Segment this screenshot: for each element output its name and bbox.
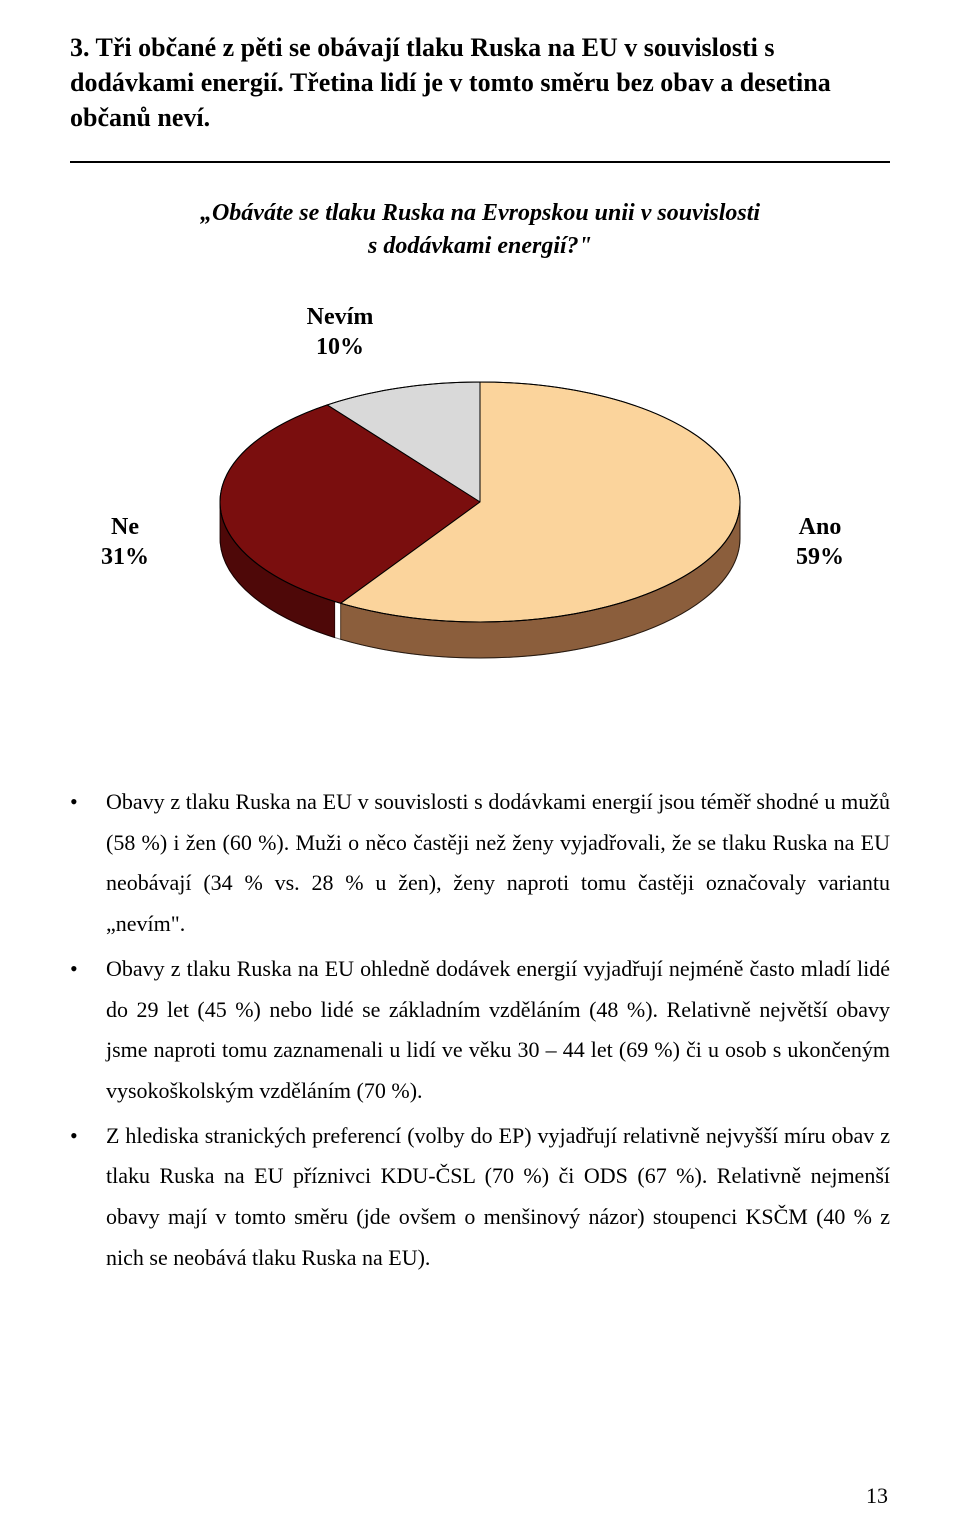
bullet-list: Obavy z tlaku Ruska na EU v souvislosti … (70, 782, 890, 1278)
section-heading: 3. Tři občané z pěti se obávají tlaku Ru… (70, 30, 890, 135)
chart-label-ne: Ne 31% (80, 512, 170, 572)
question-line-2: s dodávkami energií?" (368, 233, 592, 259)
bullet-item: Obavy z tlaku Ruska na EU v souvislosti … (106, 782, 890, 945)
bullet-item: Obavy z tlaku Ruska na EU ohledně dodáve… (106, 949, 890, 1112)
survey-question: „Obáváte se tlaku Ruska na Evropskou uni… (70, 197, 890, 262)
pie-chart-svg (170, 342, 790, 702)
question-line-1: „Obáváte se tlaku Ruska na Evropskou uni… (200, 200, 760, 226)
bullet-item: Z hlediska stranických preferencí (volby… (106, 1116, 890, 1279)
heading-rule (70, 161, 890, 163)
pie-chart: Nevím 10% Ne 31% Ano 59% (70, 302, 890, 742)
page-number: 13 (866, 1483, 888, 1509)
